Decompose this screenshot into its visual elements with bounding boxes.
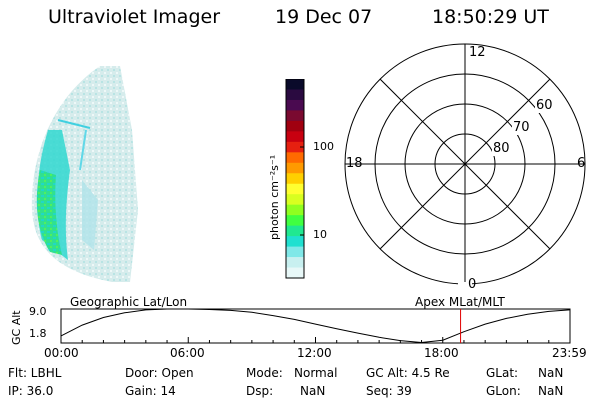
- aurora-background-fill: [31, 66, 138, 282]
- colorbar-cell: [286, 194, 304, 206]
- colorbar-cell: [286, 257, 304, 269]
- aurora-arc-2: [79, 129, 87, 171]
- info-dsp-value: NaN: [300, 384, 326, 398]
- colorbar-cell: [286, 267, 304, 279]
- aurora-arc: [57, 119, 91, 129]
- colorbar-cell: [286, 204, 304, 216]
- colorbar-cell: [286, 183, 304, 195]
- colorbar-label: photon cm⁻²s⁻¹: [268, 154, 281, 240]
- info-mode-label: Mode:: [246, 366, 283, 380]
- mlt-label-6: 6: [577, 156, 586, 171]
- info-dsp-label: Dsp:: [246, 384, 274, 398]
- colorbar-cell: [286, 131, 304, 143]
- info-gcalt: GC Alt: 4.5 Re: [366, 366, 450, 380]
- info-mode-value: Normal: [294, 366, 338, 380]
- polar-diagonal-2: [379, 78, 551, 250]
- info-gain: Gain: 14: [125, 384, 176, 398]
- geographic-image: [31, 66, 138, 282]
- colorbar-cell: [286, 79, 304, 91]
- app-title: Ultraviolet Imager: [48, 6, 221, 28]
- altitude-chart: [60, 308, 571, 344]
- mlt-label-18: 18: [346, 156, 363, 171]
- info-glat-value: NaN: [538, 366, 564, 380]
- colorbar-tick-label-100: 100: [313, 140, 334, 153]
- aurora-faint-patch: [82, 180, 98, 250]
- geographic-caption: Geographic Lat/Lon: [70, 295, 188, 309]
- info-glon-value: NaN: [538, 384, 564, 398]
- colorbar-frame: [285, 79, 305, 279]
- date-label: 19 Dec 07: [275, 6, 373, 28]
- colorbar-cell: [286, 89, 304, 101]
- info-flt: Flt: LBHL: [8, 366, 62, 380]
- timeline-xtick-2: 12:00: [297, 346, 332, 360]
- colorbar-cell: [286, 152, 304, 164]
- colorbar-cell: [286, 225, 304, 237]
- timeline-xtick-0: 00:00: [44, 346, 79, 360]
- mlt-label-12: 12: [469, 45, 486, 60]
- mlat-label-70: 70: [512, 120, 531, 135]
- colorbar-cell: [286, 141, 304, 153]
- colorbar-tick-label-10: 10: [313, 228, 327, 241]
- timeline-xtick-4: 23:59: [552, 346, 587, 360]
- timeline-ylabel: GC Alt: [10, 310, 23, 345]
- timeline-xtick-1: 06:00: [170, 346, 205, 360]
- info-seq: Seq: 39: [366, 384, 412, 398]
- colorbar-cell: [286, 120, 304, 132]
- polar-grid: [344, 43, 586, 296]
- info-glat-label: GLat:: [486, 366, 519, 380]
- mlat-label-60: 60: [535, 98, 554, 113]
- info-glon-label: GLon:: [486, 384, 521, 398]
- colorbar-cell: [286, 173, 304, 185]
- aurora-green-band: [36, 170, 62, 255]
- colorbar: [285, 79, 305, 279]
- mlat-label-80: 80: [492, 141, 511, 156]
- altitude-line: [60, 308, 570, 344]
- timeline-ytick-9: 9.0: [29, 305, 47, 318]
- colorbar-cell: [286, 215, 304, 227]
- apex-caption: Apex MLat/MLT: [415, 295, 505, 309]
- mlt-label-0: 0: [468, 277, 477, 292]
- info-ip: IP: 36.0: [8, 384, 54, 398]
- colorbar-cell: [286, 246, 304, 258]
- colorbar-cell: [286, 99, 304, 112]
- colorbar-cell: [286, 162, 304, 174]
- colorbar-cell: [286, 110, 304, 122]
- info-door: Door: Open: [125, 366, 194, 380]
- timeline-xtick-3: 18:00: [424, 346, 459, 360]
- timeline-ytick-1.8: 1.8: [29, 327, 47, 340]
- time-label: 18:50:29 UT: [432, 6, 549, 28]
- colorbar-cell: [286, 236, 304, 248]
